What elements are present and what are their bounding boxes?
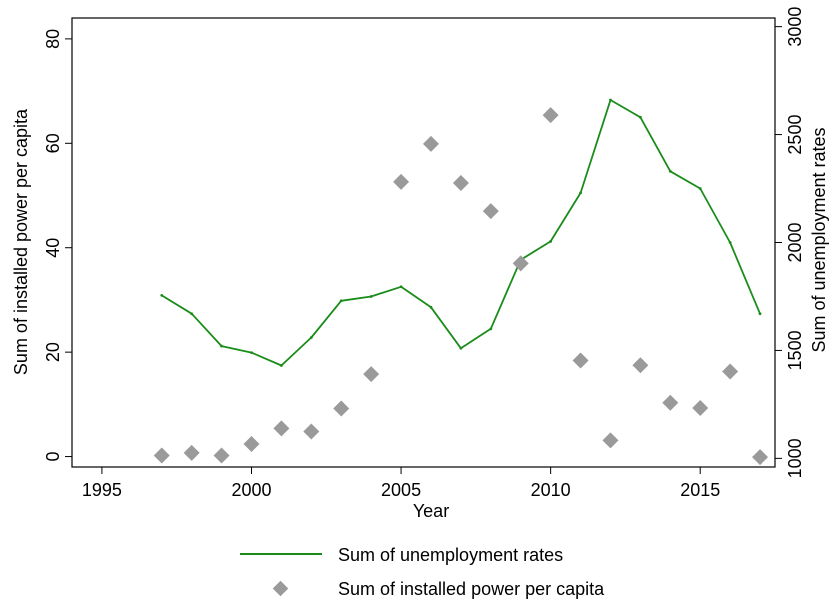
line-point: [280, 364, 283, 367]
scatter-point: [482, 203, 499, 220]
x-tick-label: 1995: [82, 480, 122, 500]
y-left-tick-label: 80: [43, 29, 63, 49]
y-left-tick-label: 60: [43, 133, 63, 153]
scatter-point: [572, 352, 589, 369]
line-point: [220, 344, 223, 348]
line-point: [160, 293, 164, 297]
line-point: [489, 327, 493, 331]
y-left-tick-label: 20: [43, 342, 63, 362]
scatter-point: [602, 432, 619, 449]
x-tick-label: 2000: [231, 480, 271, 500]
series-layer: [153, 98, 769, 466]
line-point: [250, 351, 253, 354]
line-point: [668, 169, 672, 173]
scatter-point: [662, 394, 679, 411]
y-right-tick-label: 2500: [785, 115, 805, 155]
legend-label-installed-power: Sum of installed power per capita: [338, 579, 605, 599]
scatter-point: [632, 357, 649, 374]
scatter-point: [303, 423, 320, 440]
scatter-point: [213, 447, 230, 464]
line-point: [459, 346, 463, 350]
scatter-point: [273, 420, 290, 437]
scatter-point: [752, 449, 769, 466]
scatter-point: [422, 135, 439, 152]
line-point: [549, 240, 553, 243]
scatter-point: [183, 444, 200, 461]
x-tick-label: 2010: [531, 480, 571, 500]
y-axis-left: 0 20 40 60 80: [43, 29, 72, 462]
scatter-point: [452, 174, 469, 191]
scatter-point: [722, 363, 739, 380]
x-tick-label: 2015: [680, 480, 720, 500]
scatter-point: [542, 107, 559, 124]
y-axis-left-title: Sum of installed power per capita: [11, 108, 31, 375]
line-point: [190, 312, 194, 316]
x-tick-label: 2005: [381, 480, 421, 500]
y-right-tick-label: 3000: [785, 7, 805, 47]
x-axis-title: Year: [413, 501, 449, 521]
line-point: [758, 312, 762, 316]
line-point: [399, 285, 403, 289]
x-axis: 1995 2000 2005 2010 2015: [82, 467, 720, 500]
scatter-point: [363, 366, 380, 383]
scatter-point: [333, 400, 350, 417]
line-point: [728, 241, 732, 244]
y-axis-right-title: Sum of unemployment rates: [809, 127, 829, 352]
y-left-tick-label: 0: [43, 452, 63, 462]
plot-area: [71, 17, 776, 468]
line-point: [339, 299, 343, 303]
line-point: [369, 295, 373, 298]
scatter-point: [692, 400, 709, 417]
line-point: [638, 115, 642, 119]
scatter-point: [153, 447, 170, 464]
y-right-tick-label: 2000: [785, 222, 805, 262]
scatter-point: [243, 436, 260, 453]
line-point: [429, 305, 433, 309]
line-point: [309, 336, 313, 339]
y-axis-right: 1000 1500 2000 2500 3000: [775, 7, 805, 478]
line-point: [698, 187, 702, 190]
legend: Sum of unemployment rates Sum of install…: [240, 545, 605, 599]
scatter-point: [393, 173, 410, 190]
y-right-tick-label: 1500: [785, 330, 805, 370]
y-left-tick-label: 40: [43, 238, 63, 258]
legend-label-unemployment: Sum of unemployment rates: [338, 545, 563, 565]
scatter-point: [512, 255, 529, 272]
legend-diamond-swatch: [272, 580, 289, 597]
y-right-tick-label: 1000: [785, 438, 805, 478]
line-point: [579, 191, 582, 195]
line-point: [609, 98, 612, 102]
